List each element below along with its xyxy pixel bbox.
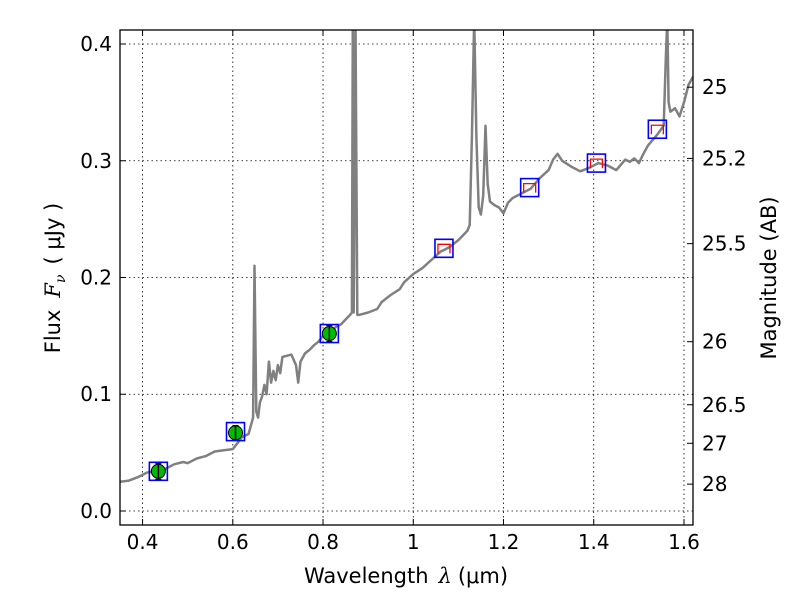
model-band-square [586, 153, 607, 173]
model-spectrum-line [120, 30, 693, 484]
x-tick-label: 1.2 [488, 530, 520, 554]
x-tick-label: 1.6 [668, 530, 700, 554]
y-tick-label: 0.2 [80, 266, 112, 290]
y-tick-label: 0.4 [80, 32, 112, 56]
x-axis-label: Wavelength λ (μm) [304, 564, 508, 588]
model-band-square [319, 323, 340, 344]
upper-limit-marker [589, 158, 604, 169]
mag-tick-label: 25.2 [702, 146, 747, 170]
x-tick-label: 0.4 [127, 530, 159, 554]
x-tick-label: 1 [407, 530, 420, 554]
mag-tick-label: 25.5 [702, 232, 747, 256]
grid [120, 30, 693, 525]
y2-axis-label: Magnitude (AB) [757, 196, 781, 359]
upper-limit-marker [437, 243, 451, 254]
mag-tick-label: 28 [702, 472, 727, 496]
photometry-layer [148, 119, 668, 482]
model-band-square [434, 238, 454, 259]
x-tick-label: 0.8 [307, 530, 339, 554]
y-tick-label: 0.0 [80, 499, 112, 523]
y-axis-label: FluxFν( μJy ) [41, 203, 69, 353]
upper-limit-marker [650, 124, 665, 135]
mag-tick-label: 26.5 [702, 393, 747, 417]
model-band-square [647, 119, 668, 140]
model-band-square [519, 177, 540, 198]
mag-tick-label: 27 [702, 431, 727, 455]
model-band-square [225, 421, 246, 442]
upper-limit-marker [523, 182, 537, 193]
x-tick-label: 0.6 [217, 530, 249, 554]
model-band-square [148, 461, 169, 482]
mag-tick-label: 26 [702, 330, 727, 354]
y-tick-label: 0.3 [80, 149, 112, 173]
model-spectrum-layer [120, 30, 693, 484]
axis-ticks: 0.4 0.6 0.8 1 1.2 1.4 1.6 0.0 0.1 0.2 0.3 0.4 25 25.2… [80, 30, 747, 554]
mag-tick-label: 25 [702, 75, 727, 99]
x-tick-label: 1.4 [578, 530, 610, 554]
y-tick-label: 0.1 [80, 382, 112, 406]
